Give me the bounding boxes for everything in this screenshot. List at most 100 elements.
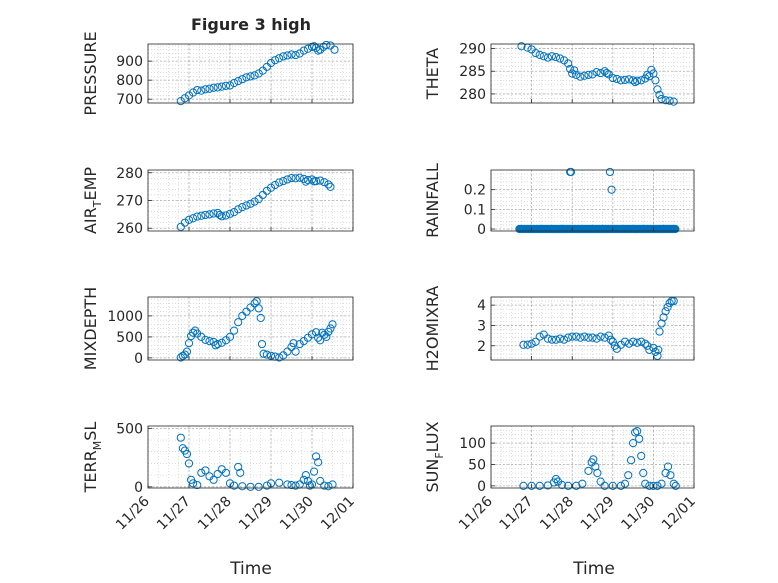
y-tick-label: 3 <box>477 318 486 334</box>
data-point <box>176 222 185 231</box>
data-point <box>612 74 621 84</box>
data-point <box>607 185 616 194</box>
data-point <box>589 455 598 464</box>
data-point <box>309 467 319 476</box>
data-point <box>197 468 206 477</box>
data-point <box>645 345 654 354</box>
data-point <box>584 466 593 475</box>
y-axis-label: TERRMSL <box>81 422 104 494</box>
data-point <box>557 480 567 490</box>
data-point <box>246 72 255 81</box>
y-tick-label: 0 <box>477 222 486 238</box>
data-point <box>305 481 315 490</box>
data-point <box>178 444 187 453</box>
data-point <box>523 340 532 349</box>
data-point <box>669 479 678 488</box>
data-point <box>527 339 536 348</box>
data-point <box>326 41 335 50</box>
data-point <box>637 76 646 85</box>
x-tick-label: 11/26 <box>113 493 153 533</box>
data-point <box>649 481 658 490</box>
y-axis-label: MIXDEPTH <box>81 287 100 370</box>
data-point <box>608 73 617 83</box>
data-point <box>230 208 239 217</box>
minor-grid <box>490 169 695 231</box>
data-point <box>230 78 239 88</box>
series-markers <box>176 173 335 231</box>
data-point <box>580 71 589 80</box>
data-point <box>322 40 331 50</box>
data-point <box>189 88 198 97</box>
data-point <box>246 482 255 491</box>
x-axis-label-right: Time <box>572 559 615 579</box>
y-tick-label: 0.2 <box>464 183 486 199</box>
y-tick-label: 4 <box>477 298 486 314</box>
data-point <box>330 45 339 54</box>
data-point <box>547 52 557 61</box>
data-point <box>217 82 226 91</box>
data-point <box>657 94 666 104</box>
data-point <box>572 481 581 490</box>
axes-box <box>490 169 695 232</box>
data-point <box>624 471 633 480</box>
data-point <box>250 197 259 206</box>
data-point <box>209 209 218 218</box>
data-point <box>182 347 192 356</box>
data-point <box>606 335 615 344</box>
data-point <box>653 481 662 490</box>
data-point <box>667 296 676 306</box>
data-point <box>320 330 329 339</box>
x-tick-label: 11/27 <box>497 494 537 534</box>
data-point <box>271 56 280 65</box>
y-axis-label: PRESSURE <box>81 31 100 115</box>
data-point <box>651 76 660 85</box>
data-point <box>283 51 292 60</box>
data-point <box>238 482 247 491</box>
data-point <box>637 451 646 461</box>
data-point <box>322 332 331 341</box>
data-point <box>234 462 243 472</box>
data-point <box>527 481 536 490</box>
series-markers <box>176 297 337 362</box>
data-point <box>201 466 210 475</box>
data-point <box>287 480 296 490</box>
y-axis-label: THETA <box>423 48 442 100</box>
data-point <box>254 304 263 313</box>
x-tick-label: 12/01 <box>318 494 358 534</box>
data-point <box>654 345 663 354</box>
data-point <box>666 471 675 480</box>
data-point <box>531 337 540 346</box>
data-point <box>576 333 585 342</box>
data-point <box>657 479 666 488</box>
data-point <box>225 81 235 90</box>
data-point <box>543 334 552 343</box>
data-point <box>669 296 678 306</box>
data-point <box>287 173 296 183</box>
data-point <box>266 183 276 192</box>
data-point <box>551 335 561 344</box>
data-point <box>653 351 662 361</box>
series-markers <box>517 42 678 106</box>
x-tick-label: 11/29 <box>236 494 276 534</box>
data-point <box>215 210 224 220</box>
data-point <box>659 313 668 322</box>
data-point <box>539 52 548 61</box>
y-tick-label: 900 <box>116 54 143 70</box>
data-point <box>328 320 337 329</box>
data-point <box>312 328 321 337</box>
data-point <box>665 299 674 308</box>
data-point <box>671 481 680 490</box>
axes-box <box>490 425 695 489</box>
minor-grid <box>147 297 354 360</box>
data-point <box>616 76 626 85</box>
data-point <box>221 211 230 220</box>
data-point <box>262 481 271 490</box>
data-point <box>663 462 673 471</box>
y-tick-label: 280 <box>116 166 143 182</box>
data-point <box>275 178 284 187</box>
axes-box <box>147 425 354 489</box>
data-point <box>256 313 265 323</box>
series-markers <box>515 167 680 234</box>
data-point <box>535 481 544 490</box>
data-point <box>564 481 573 490</box>
